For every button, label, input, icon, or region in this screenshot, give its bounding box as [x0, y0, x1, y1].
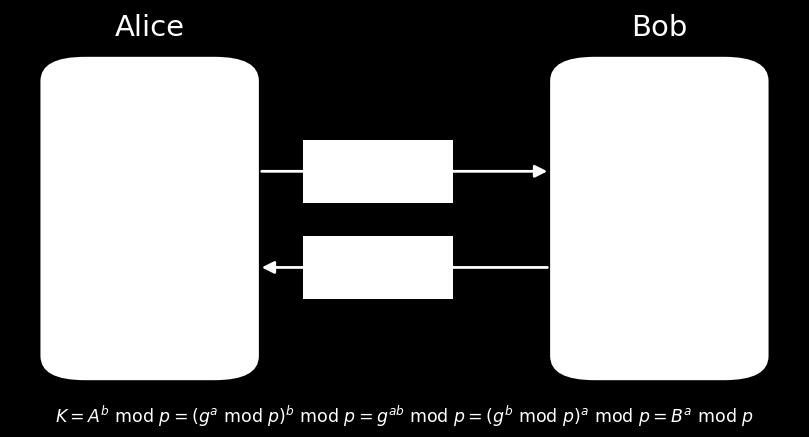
Text: Alice: Alice: [115, 14, 184, 42]
FancyBboxPatch shape: [303, 236, 453, 299]
Text: Bob: Bob: [631, 14, 688, 42]
FancyBboxPatch shape: [40, 57, 259, 380]
Text: $K = A^b\ \mathrm{mod}\ p = (g^a\ \mathrm{mod}\ p)^b\ \mathrm{mod}\ p = g^{ab}\ : $K = A^b\ \mathrm{mod}\ p = (g^a\ \mathr…: [55, 403, 754, 429]
FancyBboxPatch shape: [550, 57, 769, 380]
FancyBboxPatch shape: [303, 140, 453, 203]
